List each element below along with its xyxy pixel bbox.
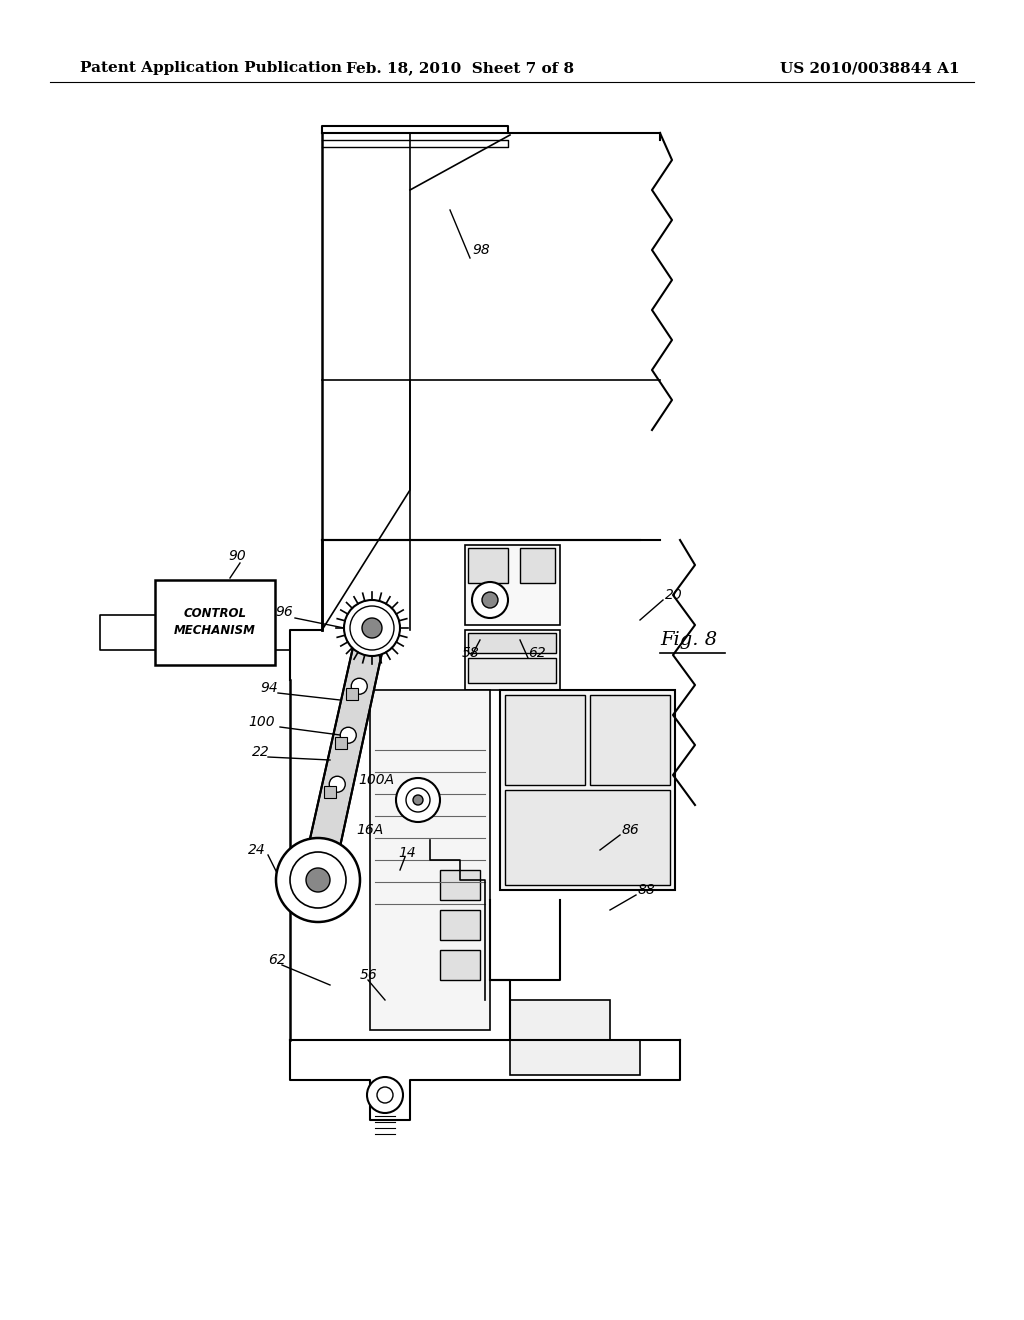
- Circle shape: [306, 869, 330, 892]
- Text: Patent Application Publication: Patent Application Publication: [80, 61, 342, 75]
- Text: 16A: 16A: [356, 822, 383, 837]
- Bar: [468, 548, 508, 583]
- Circle shape: [413, 795, 423, 805]
- Text: 98: 98: [472, 243, 489, 257]
- Text: 96: 96: [275, 605, 293, 619]
- Text: 86: 86: [622, 822, 640, 837]
- Circle shape: [344, 601, 400, 656]
- Bar: [468, 657, 556, 682]
- Text: Fig. 8: Fig. 8: [660, 631, 717, 649]
- Circle shape: [396, 777, 440, 822]
- Circle shape: [377, 1086, 393, 1104]
- Text: 58: 58: [462, 645, 480, 660]
- Text: 100A: 100A: [358, 774, 394, 787]
- Text: 94: 94: [260, 681, 278, 696]
- Bar: [440, 909, 480, 940]
- Bar: [345, 688, 357, 700]
- Text: 20: 20: [665, 587, 683, 602]
- Circle shape: [330, 776, 345, 792]
- Circle shape: [367, 1077, 403, 1113]
- Circle shape: [340, 727, 356, 743]
- Bar: [468, 634, 556, 653]
- Bar: [590, 696, 670, 785]
- Bar: [500, 690, 675, 890]
- Text: 62: 62: [528, 645, 546, 660]
- Circle shape: [362, 618, 382, 638]
- Bar: [370, 690, 490, 1030]
- Bar: [324, 785, 336, 797]
- Bar: [440, 870, 480, 900]
- Circle shape: [472, 582, 508, 618]
- Text: US 2010/0038844 A1: US 2010/0038844 A1: [780, 61, 959, 75]
- Text: 100: 100: [248, 715, 274, 729]
- Circle shape: [350, 606, 394, 649]
- Bar: [505, 696, 585, 785]
- Bar: [335, 737, 346, 748]
- Circle shape: [406, 788, 430, 812]
- Bar: [155, 579, 275, 665]
- Text: CONTROL
MECHANISM: CONTROL MECHANISM: [174, 607, 256, 638]
- Polygon shape: [303, 624, 388, 870]
- Text: 22: 22: [252, 744, 269, 759]
- Circle shape: [290, 851, 346, 908]
- Text: 56: 56: [360, 968, 378, 982]
- Circle shape: [351, 678, 368, 694]
- Bar: [510, 1040, 640, 1074]
- Bar: [440, 950, 480, 979]
- Text: 14: 14: [398, 846, 416, 861]
- Bar: [510, 1001, 610, 1040]
- Text: 62: 62: [268, 953, 286, 968]
- Circle shape: [276, 838, 360, 921]
- Text: Feb. 18, 2010  Sheet 7 of 8: Feb. 18, 2010 Sheet 7 of 8: [346, 61, 574, 75]
- Bar: [505, 789, 670, 884]
- Bar: [465, 545, 560, 624]
- Bar: [465, 630, 560, 690]
- Bar: [520, 548, 555, 583]
- Circle shape: [482, 591, 498, 609]
- Text: 24: 24: [248, 843, 266, 857]
- Text: 88: 88: [638, 883, 655, 898]
- Text: 90: 90: [228, 549, 246, 564]
